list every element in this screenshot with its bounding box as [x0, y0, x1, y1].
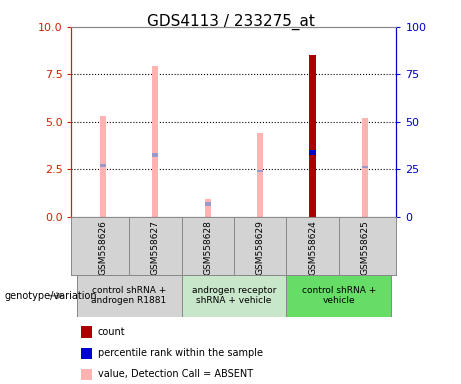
Bar	[81, 348, 92, 359]
Bar	[309, 151, 316, 155]
Bar	[309, 118, 316, 217]
Text: GSM558629: GSM558629	[256, 220, 265, 275]
Text: control shRNA +
androgen R1881: control shRNA + androgen R1881	[91, 286, 167, 305]
Bar	[257, 170, 263, 172]
Bar	[257, 133, 263, 217]
Bar	[81, 326, 92, 338]
Text: androgen receptor
shRNA + vehicle: androgen receptor shRNA + vehicle	[192, 286, 276, 305]
Bar	[205, 199, 211, 217]
Text: GSM558626: GSM558626	[98, 220, 107, 275]
Bar	[205, 202, 211, 206]
Bar	[152, 66, 159, 217]
Bar	[362, 166, 368, 169]
Bar	[100, 164, 106, 167]
Text: count: count	[98, 327, 125, 337]
Bar	[100, 116, 106, 217]
Text: GDS4113 / 233275_at: GDS4113 / 233275_at	[147, 13, 314, 30]
Bar	[182, 275, 286, 317]
Bar	[309, 55, 316, 217]
Text: GSM558625: GSM558625	[361, 220, 370, 275]
Text: value, Detection Call = ABSENT: value, Detection Call = ABSENT	[98, 369, 253, 379]
Bar	[152, 153, 159, 157]
Text: genotype/variation: genotype/variation	[5, 291, 97, 301]
Bar	[362, 118, 368, 217]
Bar	[286, 275, 391, 317]
Bar	[81, 369, 92, 380]
Text: GSM558624: GSM558624	[308, 220, 317, 275]
Text: control shRNA +
vehicle: control shRNA + vehicle	[301, 286, 376, 305]
Text: GSM558627: GSM558627	[151, 220, 160, 275]
Text: percentile rank within the sample: percentile rank within the sample	[98, 348, 263, 358]
Bar	[77, 275, 182, 317]
Bar	[309, 152, 316, 155]
Text: GSM558628: GSM558628	[203, 220, 212, 275]
